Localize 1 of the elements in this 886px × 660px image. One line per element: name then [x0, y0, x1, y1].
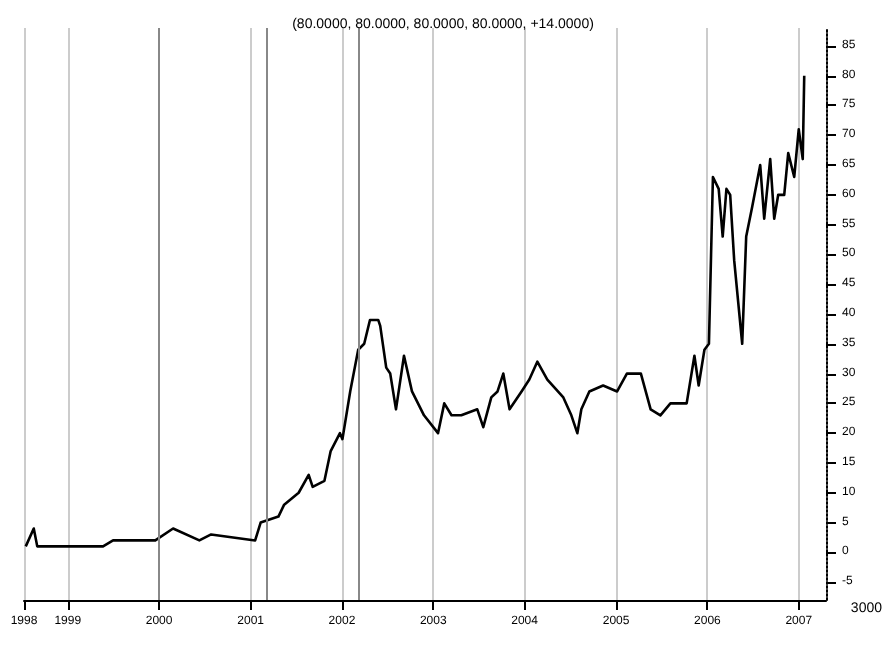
line-series [24, 74, 806, 548]
